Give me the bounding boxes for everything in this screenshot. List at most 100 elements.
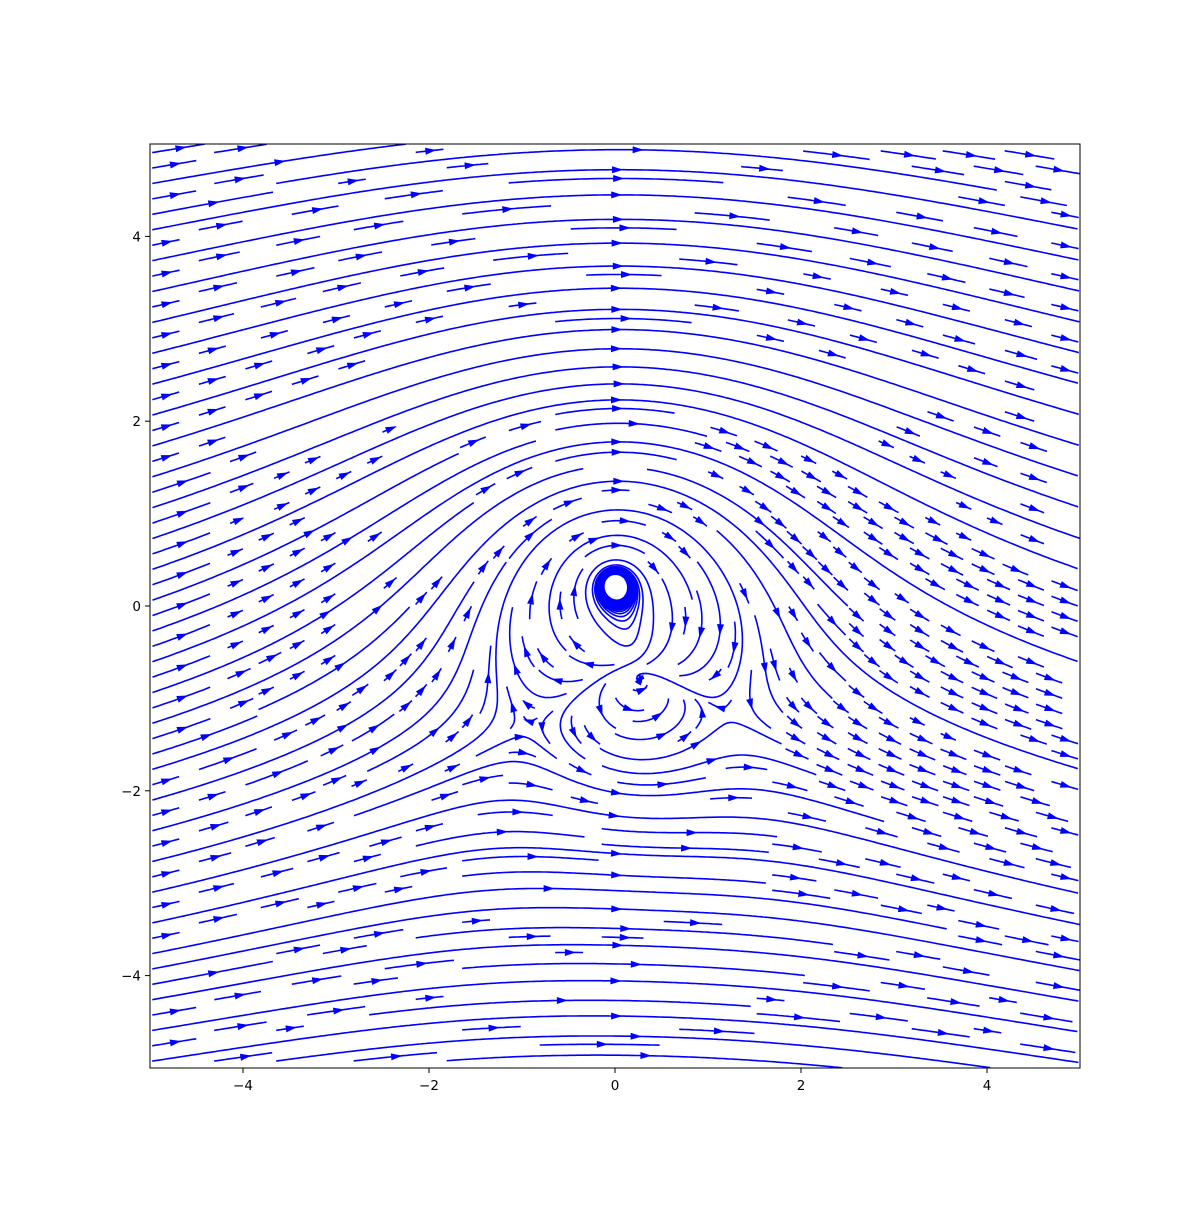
stream-arrow [511, 701, 518, 713]
stream-arrow [341, 537, 352, 546]
stream-arrow [855, 750, 867, 758]
stream-arrow [488, 1025, 499, 1032]
stream-arrow [963, 596, 975, 604]
stream-arrow [608, 812, 620, 819]
stream-arrow [792, 843, 804, 850]
stream-arrow [216, 253, 228, 260]
stream-arrow [852, 733, 864, 741]
stream-arrow [803, 455, 815, 463]
stream-arrow [520, 423, 532, 430]
stream-arrow [612, 166, 623, 173]
stream-arrow [664, 531, 675, 540]
stream-arrow [969, 828, 981, 835]
stream-arrow [213, 885, 225, 892]
stream-arrow [852, 718, 863, 727]
stream-arrow [277, 472, 289, 480]
stream-arrow [1004, 258, 1016, 265]
stream-arrow [272, 870, 284, 877]
stream-arrow [793, 750, 805, 758]
stream-arrow [834, 470, 846, 478]
stream-arrow [883, 625, 894, 634]
stream-arrow [323, 595, 334, 604]
stream-arrow [316, 902, 328, 909]
stream-arrow [1032, 843, 1044, 850]
stream-arrow [620, 934, 631, 941]
stream-arrow [620, 925, 631, 932]
stream-arrow [985, 797, 997, 804]
stream-arrow [391, 1053, 402, 1060]
stream-arrow [161, 301, 173, 308]
stream-arrow [522, 700, 533, 710]
stream-arrow [1044, 673, 1056, 680]
stream-arrow [176, 664, 188, 671]
stream-arrow [982, 458, 994, 465]
stream-arrow [1043, 1044, 1055, 1051]
stream-arrow [899, 533, 910, 542]
stream-arrow [746, 698, 753, 710]
stream-arrow [883, 718, 895, 726]
y-tick-label: −2 [121, 784, 141, 800]
streamline [153, 367, 1079, 508]
stream-arrow [161, 271, 173, 278]
stream-arrow [502, 206, 513, 213]
stream-arrow [879, 859, 891, 866]
stream-arrow [941, 274, 953, 281]
stream-arrow [235, 670, 247, 678]
stream-arrow [988, 890, 1000, 897]
streamline [152, 945, 1078, 1001]
stream-arrow [914, 548, 925, 557]
stream-arrow [1016, 412, 1028, 419]
stream-arrow [1010, 565, 1022, 573]
stream-arrow [917, 750, 929, 758]
stream-arrow [821, 733, 832, 742]
stream-arrow [777, 457, 789, 465]
stream-arrow [374, 223, 386, 230]
stream-arrow [337, 724, 348, 733]
x-tick-label: −2 [419, 1078, 439, 1094]
stream-arrow [400, 765, 412, 773]
stream-arrow [714, 706, 726, 713]
stream-arrow [951, 873, 963, 880]
stream-arrow [612, 942, 623, 949]
stream-arrow [889, 797, 901, 804]
stream-arrow [1025, 151, 1037, 158]
stream-arrow [1060, 303, 1072, 310]
streamline [510, 607, 567, 697]
stream-arrow [975, 921, 987, 928]
stream-arrow [914, 625, 925, 634]
stream-arrow [806, 471, 818, 479]
stream-arrow [1029, 735, 1041, 742]
stream-arrow [636, 688, 648, 696]
stream-arrow [1060, 750, 1072, 757]
stream-arrow [954, 335, 966, 342]
stream-arrow [788, 608, 797, 619]
stream-arrow [356, 685, 367, 694]
stream-arrow [1060, 781, 1072, 788]
stream-arrow [307, 488, 319, 496]
stream-arrow [979, 688, 991, 696]
stream-arrow [766, 996, 777, 1003]
stream-arrow [1026, 611, 1038, 618]
stream-arrow [613, 263, 624, 270]
stream-arrow [914, 564, 925, 573]
stream-arrow [319, 855, 331, 862]
stream-arrow [790, 733, 801, 742]
stream-arrow [528, 253, 539, 260]
stream-arrow [898, 982, 910, 989]
stream-arrow [886, 734, 898, 742]
stream-arrow [836, 859, 848, 866]
stream-arrow [852, 487, 863, 496]
stream-arrow [170, 1039, 182, 1046]
streamlines [152, 144, 1080, 1068]
stream-arrow [899, 518, 910, 526]
stream-arrow [337, 285, 349, 292]
stream-arrow [821, 487, 832, 496]
stream-arrow [569, 727, 577, 739]
stream-arrow [611, 191, 622, 198]
stream-arrow [943, 732, 955, 740]
stream-arrow [966, 151, 978, 158]
stream-arrow [161, 394, 173, 401]
stream-arrow [276, 503, 288, 511]
stream-arrow [790, 874, 802, 881]
